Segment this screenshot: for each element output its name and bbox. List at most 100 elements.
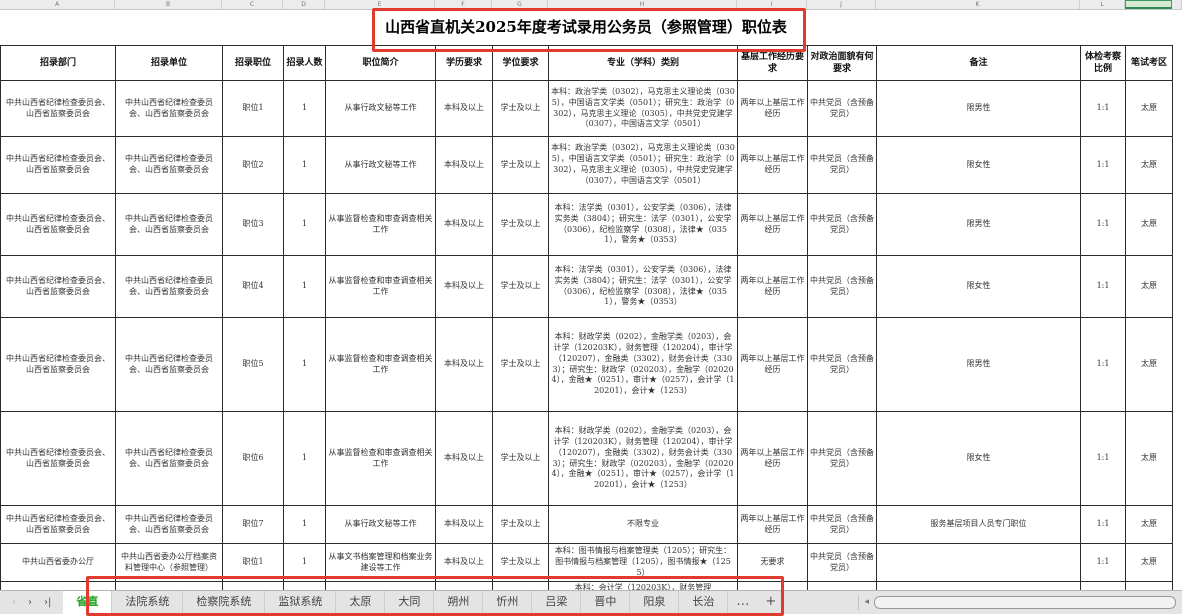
cell[interactable]: 太原 [1125, 80, 1173, 137]
column-header[interactable]: 笔试考区 [1125, 45, 1173, 81]
more-sheets-icon[interactable]: … [736, 594, 750, 609]
column-letter-I[interactable]: I [737, 0, 807, 9]
column-header[interactable]: 招录职位 [222, 45, 284, 81]
cell[interactable]: 限女性 [876, 255, 1081, 318]
cell[interactable]: 中共山西省纪律检查委员会、山西省监察委员会 [115, 255, 223, 318]
cell[interactable]: 从事行政文秘等工作 [325, 80, 436, 137]
sheet-tab[interactable]: 阳泉 [630, 591, 680, 614]
column-header[interactable]: 专业（学科）类别 [548, 45, 738, 81]
sheet-tab[interactable]: 晋中 [581, 591, 631, 614]
cell[interactable]: 中共山西省纪律检查委员会、山西省监察委员会 [115, 80, 223, 137]
column-letter-selected[interactable] [1125, 0, 1172, 9]
column-header[interactable]: 基层工作经历要求 [737, 45, 808, 81]
cell[interactable]: 1 [283, 543, 326, 582]
cell[interactable]: 中共山西省纪律检查委员会、山西省监察委员会 [0, 411, 116, 506]
cell[interactable]: 两年以上基层工作经历 [737, 317, 808, 412]
cell[interactable]: 本科及以上 [435, 543, 493, 582]
cell[interactable]: 太原 [1125, 317, 1173, 412]
cell[interactable]: 职位5 [222, 317, 284, 412]
cell[interactable]: 1 [283, 317, 326, 412]
sheet-tab[interactable]: 省直 [63, 591, 113, 614]
sheet-tab[interactable]: 朔州 [434, 591, 484, 614]
cell[interactable]: 中共山西省纪律检查委员会、山西省监察委员会 [0, 317, 116, 412]
cell[interactable]: 中共党员（含预备党员） [807, 136, 877, 194]
cell[interactable]: 限女性 [876, 136, 1081, 194]
cell[interactable]: 中共山西省纪律检查委员会、山西省监察委员会 [0, 255, 116, 318]
column-header[interactable]: 对政治面貌有何要求 [807, 45, 877, 81]
cell[interactable]: 中共党员（含预备党员） [807, 543, 877, 582]
column-letter-D[interactable]: D [283, 0, 325, 9]
column-header[interactable]: 职位简介 [325, 45, 436, 81]
cell[interactable]: 中共党员（含预备党员） [807, 411, 877, 506]
cell[interactable]: 本科：财政学类（0202），金融学类（0203），会计学（120203K），财务… [548, 317, 738, 412]
column-letter-A[interactable]: A [0, 0, 115, 9]
cell[interactable]: 限男性 [876, 193, 1081, 256]
cell[interactable]: 服务基层项目人员专门职位 [876, 505, 1081, 544]
cell[interactable]: 从事行政文秘等工作 [325, 505, 436, 544]
sheet-tab[interactable]: 检察院系统 [183, 591, 266, 614]
cell[interactable]: 职位2 [222, 136, 284, 194]
scroll-left-icon[interactable]: ◂ [864, 597, 869, 607]
cell[interactable]: 从事监督检查和审查调查相关工作 [325, 255, 436, 318]
column-letter-H[interactable]: H [548, 0, 737, 9]
add-sheet-icon[interactable]: + [765, 594, 777, 609]
cell[interactable]: 1 [283, 193, 326, 256]
cell[interactable]: 中共山西省纪律检查委员会、山西省监察委员会 [0, 193, 116, 256]
last-sheet-icon[interactable]: ›| [44, 597, 52, 608]
cell[interactable]: 学士及以上 [492, 543, 549, 582]
cell[interactable]: 中共山西省纪律检查委员会、山西省监察委员会 [0, 505, 116, 544]
cell[interactable]: 本科：政治学类（0302），马克思主义理论类（0305），中国语言文学类（050… [548, 136, 738, 194]
cell[interactable]: 无要求 [737, 543, 808, 582]
sheet-tab[interactable]: 太原 [336, 591, 386, 614]
cell[interactable]: 中共山西省纪律检查委员会、山西省监察委员会 [0, 80, 116, 137]
cell[interactable]: 1 [283, 80, 326, 137]
column-letter-J[interactable]: J [807, 0, 876, 9]
cell[interactable]: 1:1 [1080, 411, 1126, 506]
column-header[interactable]: 学历要求 [435, 45, 493, 81]
cell[interactable]: 限男性 [876, 317, 1081, 412]
cell[interactable]: 从事监督检查和审查调查相关工作 [325, 193, 436, 256]
sheet-tab[interactable]: 大同 [385, 591, 435, 614]
cell[interactable]: 太原 [1125, 543, 1173, 582]
cell[interactable]: 中共党员（含预备党员） [807, 505, 877, 544]
column-letter-L[interactable]: L [1080, 0, 1125, 9]
cell[interactable]: 学士及以上 [492, 136, 549, 194]
cell[interactable]: 不限专业 [548, 505, 738, 544]
cell[interactable]: 本科：图书情报与档案管理类（1205）；研究生：图书情报与档案管理（1205），… [548, 543, 738, 582]
cell[interactable]: 从事文书档案管理和档案业务建设等工作 [325, 543, 436, 582]
sheet-tab[interactable]: 吕梁 [532, 591, 582, 614]
cell[interactable]: 中共山西省委办公厅 [0, 543, 116, 582]
column-letter-F[interactable]: F [435, 0, 492, 9]
cell[interactable]: 中共山西省委办公厅档案资料管理中心（参照管理） [115, 543, 223, 582]
cell[interactable]: 太原 [1125, 193, 1173, 256]
column-header[interactable]: 学位要求 [492, 45, 549, 81]
cell[interactable]: 1:1 [1080, 255, 1126, 318]
sheet-tab[interactable]: 法院系统 [112, 591, 184, 614]
cell[interactable]: 职位3 [222, 193, 284, 256]
cell[interactable]: 中共山西省纪律检查委员会、山西省监察委员会 [0, 136, 116, 194]
column-header[interactable]: 体检考察比例 [1080, 45, 1126, 81]
column-header[interactable]: 招录单位 [115, 45, 223, 81]
cell[interactable]: 中共党员（含预备党员） [807, 255, 877, 318]
cell[interactable]: 中共党员（含预备党员） [807, 193, 877, 256]
cell[interactable]: 1 [283, 411, 326, 506]
column-header[interactable]: 招录人数 [283, 45, 326, 81]
cell[interactable]: 限女性 [876, 411, 1081, 506]
cell[interactable]: 1:1 [1080, 505, 1126, 544]
cell[interactable]: 两年以上基层工作经历 [737, 80, 808, 137]
cell[interactable]: 太原 [1125, 411, 1173, 506]
cell[interactable]: 1:1 [1080, 317, 1126, 412]
cell[interactable]: 1:1 [1080, 543, 1126, 582]
sheet-tab[interactable]: 监狱系统 [265, 591, 337, 614]
column-letter-E[interactable]: E [325, 0, 435, 9]
cell[interactable]: 本科：法学类（0301），公安学类（0306），法律实务类（3804）；研究生：… [548, 193, 738, 256]
cell[interactable]: 学士及以上 [492, 255, 549, 318]
cell[interactable]: 两年以上基层工作经历 [737, 505, 808, 544]
cell[interactable]: 本科及以上 [435, 193, 493, 256]
page-title[interactable]: 山西省直机关2025年度考试录用公务员（参照管理）职位表 [385, 18, 787, 36]
cell[interactable]: 学士及以上 [492, 411, 549, 506]
cell[interactable]: 中共山西省纪律检查委员会、山西省监察委员会 [115, 193, 223, 256]
column-header[interactable]: 备注 [876, 45, 1081, 81]
cell[interactable]: 中共山西省纪律检查委员会、山西省监察委员会 [115, 317, 223, 412]
cell[interactable]: 本科及以上 [435, 136, 493, 194]
